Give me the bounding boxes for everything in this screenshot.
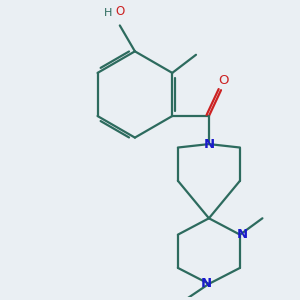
Text: O: O (218, 74, 228, 87)
Text: N: N (237, 228, 248, 241)
Text: H: H (104, 8, 112, 18)
Text: N: N (203, 138, 214, 151)
Text: N: N (201, 277, 212, 290)
Text: O: O (115, 5, 124, 18)
